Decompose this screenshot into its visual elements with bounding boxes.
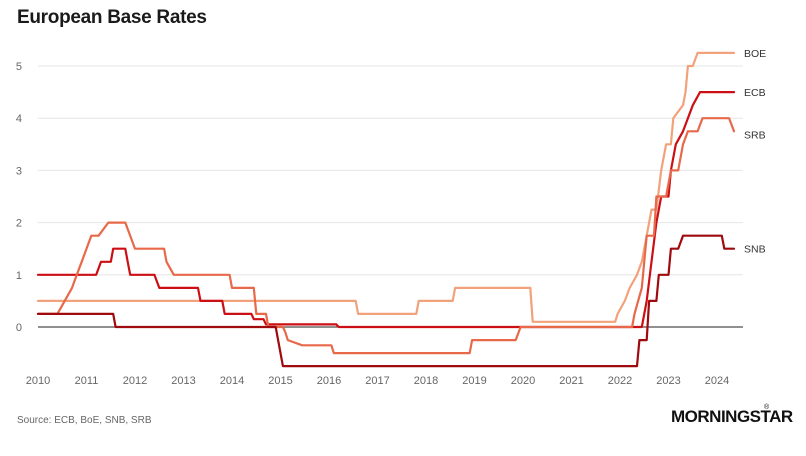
y-axis-ticks: 0 1 2 3 4 5: [16, 61, 22, 334]
x-tick-label: 2020: [511, 375, 535, 387]
series-line-srb: [36, 117, 736, 355]
y-tick-label: 1: [16, 270, 22, 282]
series-lines: [36, 51, 736, 368]
chart-title: European Base Rates: [17, 7, 207, 28]
x-tick-label: 2011: [75, 375, 99, 387]
morningstar-logo: MORNINGSTAR: [671, 407, 793, 426]
x-tick-label: 2012: [123, 375, 147, 387]
x-tick-label: 2019: [462, 375, 486, 387]
registered-mark: ®: [764, 404, 770, 411]
x-tick-label: 2016: [317, 375, 341, 387]
x-tick-label: 2015: [268, 375, 292, 387]
gridlines: [38, 65, 743, 328]
y-tick-label: 2: [16, 218, 22, 230]
series-line-boe: [36, 51, 736, 323]
x-tick-label: 2021: [559, 375, 583, 387]
x-axis-ticks: 2010 2011 2012 2013 2014 2015 2016 2017 2018 2019…: [26, 375, 729, 387]
x-tick-label: 2014: [220, 375, 244, 387]
series-label-boe: BOE: [744, 48, 766, 60]
x-tick-label: 2013: [171, 375, 195, 387]
source-note: Source: ECB, BoE, SNB, SRB: [17, 415, 152, 426]
y-tick-label: 5: [16, 61, 22, 73]
series-label-snb: SNB: [744, 244, 766, 256]
y-tick-label: 3: [16, 165, 22, 177]
series-line-snb: [36, 234, 736, 368]
y-tick-label: 4: [16, 113, 22, 125]
x-tick-label: 2018: [414, 375, 438, 387]
x-tick-label: 2024: [705, 375, 729, 387]
series-label-ecb: ECB: [744, 87, 766, 99]
series-labels: BOE ECB SRB SNB: [744, 48, 766, 256]
y-tick-label: 0: [16, 322, 22, 334]
series-label-srb: SRB: [744, 129, 766, 141]
x-tick-label: 2017: [365, 375, 389, 387]
series-line-ecb: [36, 91, 736, 329]
x-tick-label: 2010: [26, 375, 50, 387]
x-tick-label: 2023: [656, 375, 680, 387]
x-tick-label: 2022: [608, 375, 632, 387]
